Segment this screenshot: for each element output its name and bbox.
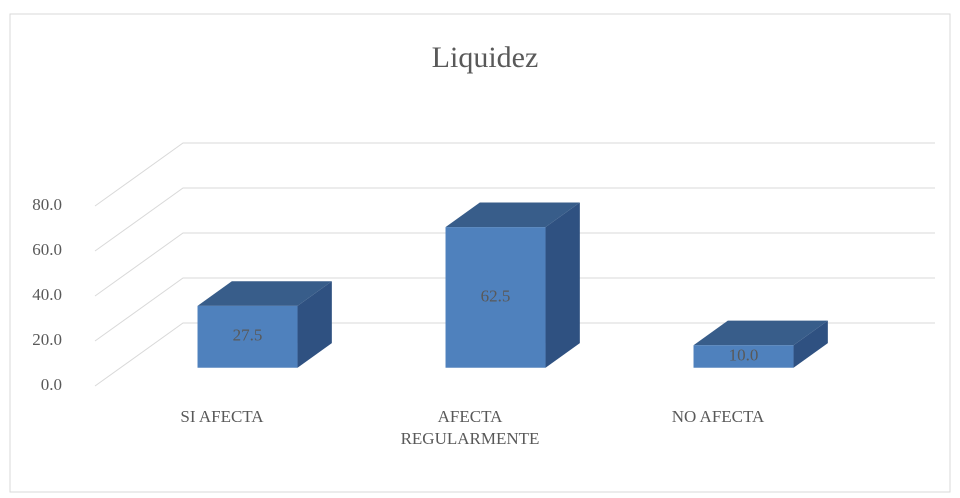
bar [693, 345, 794, 368]
bar-side [297, 281, 332, 368]
x-tick-label: SI AFECTA [180, 407, 264, 426]
value-label: 62.5 [481, 286, 511, 305]
grid-line [94, 322, 935, 387]
bar-side [793, 320, 828, 368]
bar [445, 227, 546, 368]
y-tick-label: 40.0 [32, 285, 62, 304]
grid-line [94, 277, 935, 342]
bar-top [445, 202, 580, 228]
bar-side [545, 202, 580, 368]
y-tick-label: 80.0 [32, 195, 62, 214]
bar [197, 305, 298, 368]
y-tick-label: 0.0 [41, 375, 62, 394]
x-tick-label: NO AFECTA [671, 407, 765, 426]
grid-line [94, 142, 935, 207]
grid-line [94, 232, 935, 297]
y-tick-label: 20.0 [32, 330, 62, 349]
value-label: 10.0 [729, 345, 759, 364]
grid-line [94, 187, 935, 252]
chart-title: Liquidez [432, 41, 539, 74]
bar-top [197, 281, 332, 306]
y-tick-label: 60.0 [32, 240, 62, 259]
bar-top [693, 320, 828, 346]
value-label: 27.5 [233, 326, 263, 345]
x-tick-label: AFECTA REGULARMENTE [400, 407, 540, 448]
